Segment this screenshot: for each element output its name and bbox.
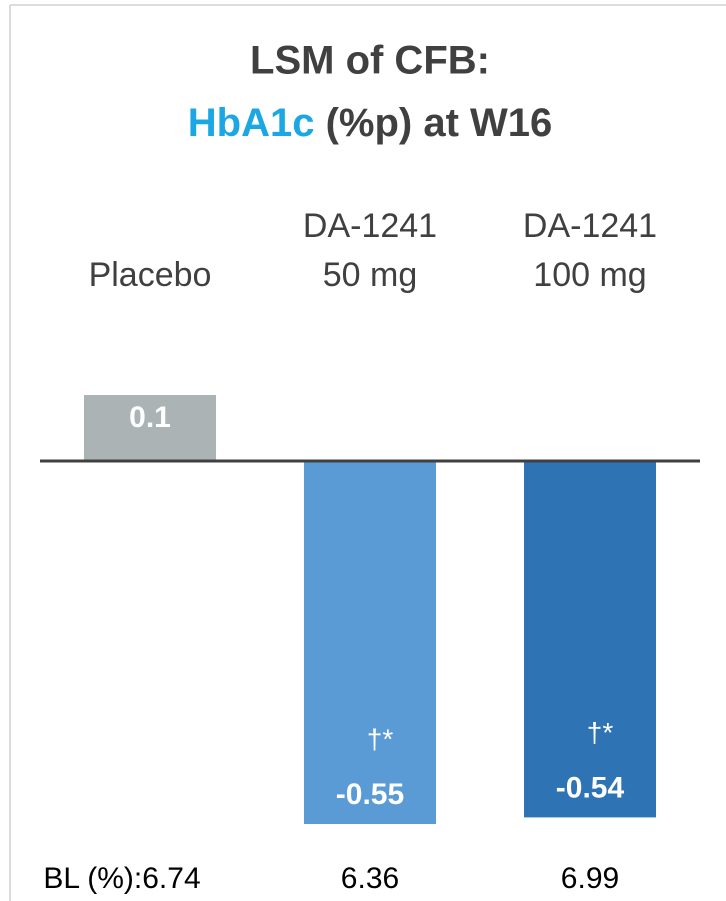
baseline-value: 6.36	[341, 862, 399, 895]
category-label: 50 mg	[323, 256, 418, 294]
category-label: 100 mg	[533, 256, 646, 294]
annotation: †*	[367, 723, 394, 754]
bar	[524, 461, 656, 818]
baseline-label: BL (%):6.74	[43, 862, 200, 895]
bar	[304, 461, 436, 824]
baseline-value: 6.74	[142, 862, 200, 895]
data-label: -0.55	[336, 778, 404, 811]
baseline-value: 6.99	[561, 862, 619, 895]
category-label: Placebo	[89, 256, 212, 294]
chart-title: LSM of CFB:	[250, 39, 490, 83]
data-label: -0.54	[556, 771, 625, 804]
title-rest: (%p) at W16	[314, 101, 552, 145]
annotation: †*	[587, 717, 614, 748]
category-label: DA-1241	[303, 207, 437, 245]
data-label: 0.1	[129, 401, 171, 434]
title-highlight: HbA1c	[188, 101, 315, 145]
chart-title: HbA1c (%p) at W16	[188, 101, 553, 145]
category-label: DA-1241	[523, 207, 657, 245]
bar	[84, 395, 216, 461]
baseline-prefix: BL (%):	[43, 862, 142, 895]
